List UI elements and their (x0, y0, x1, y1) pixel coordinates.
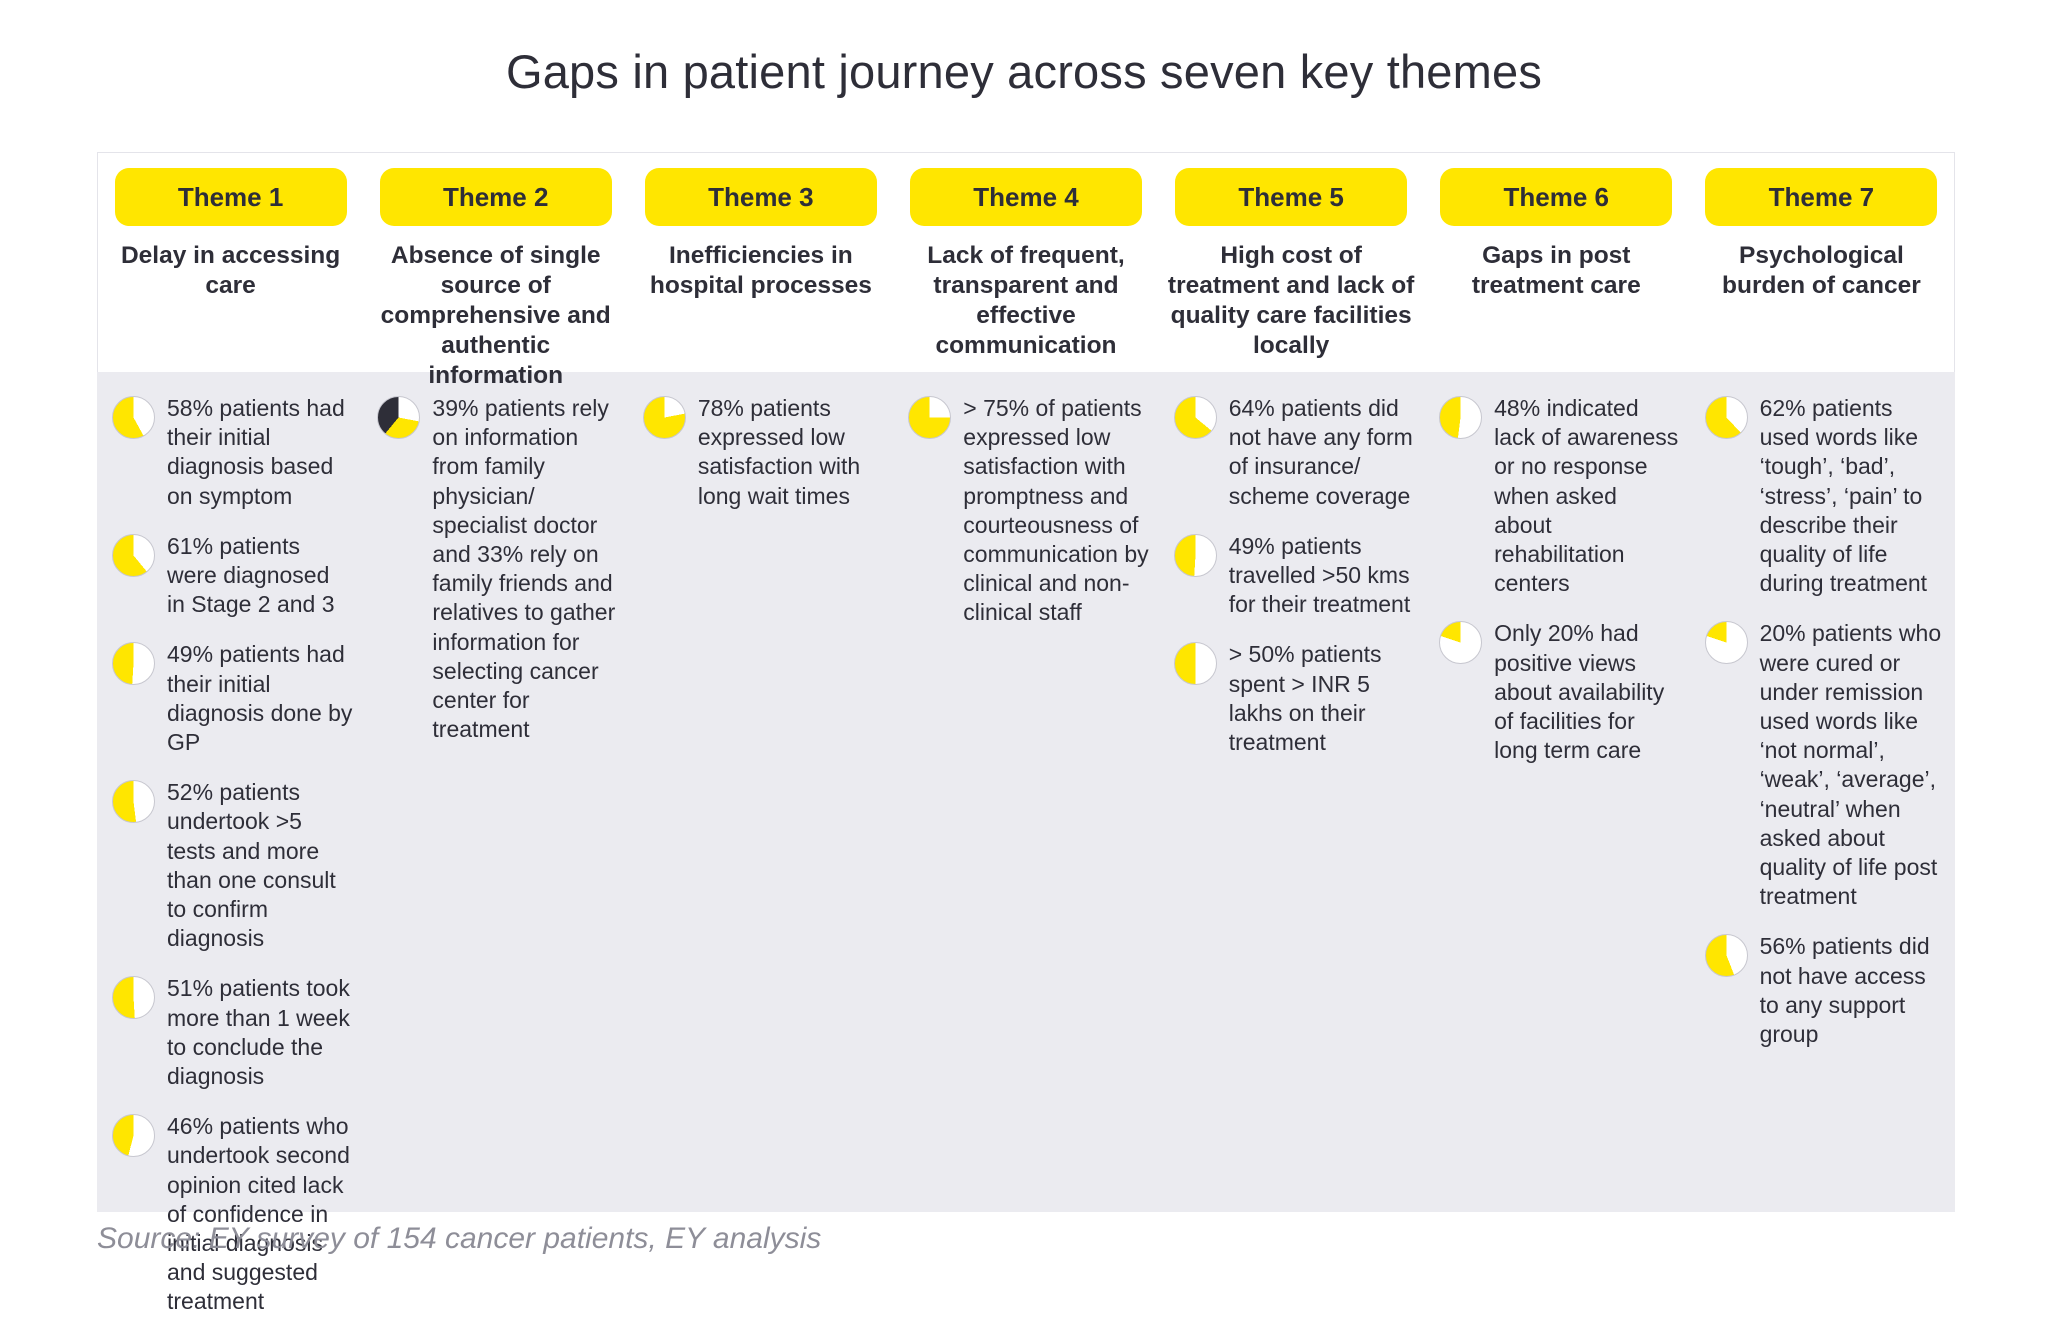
finding-item: 48% indicated lack of awareness or no re… (1439, 394, 1679, 598)
theme-7-pill: Theme 7 (1705, 168, 1938, 226)
finding-text: > 75% of patients expressed low satisfac… (963, 395, 1149, 626)
pie-chart-icon (1173, 396, 1217, 439)
themes-header-row: Theme 1 Delay in accessing care Theme 2 … (97, 152, 1955, 389)
theme-2-subtitle: Absence of single source of comprehensiv… (380, 242, 611, 389)
theme-3-header: Theme 3 Inefficiencies in hospital proce… (628, 168, 893, 390)
finding-item: 61% patients were diagnosed in Stage 2 a… (112, 532, 352, 620)
pie-chart-icon (112, 642, 155, 686)
theme-5-header: Theme 5 High cost of treatment and lack … (1159, 168, 1424, 390)
theme-5-label: Theme 5 (1238, 181, 1344, 212)
pie-chart-icon (1173, 533, 1217, 577)
theme-2-header: Theme 2 Absence of single source of comp… (363, 168, 628, 390)
theme-2-pill: Theme 2 (379, 168, 612, 226)
finding-item: 51% patients took more than 1 week to co… (112, 974, 352, 1091)
theme-2-label: Theme 2 (442, 181, 549, 212)
theme-6-subtitle: Gaps in post treatment care (1471, 242, 1641, 299)
theme-7-findings: 62% patients used words like ‘tough’, ‘b… (1690, 394, 1955, 1317)
source-note: Source: EY survey of 154 cancer patients… (97, 1222, 822, 1255)
theme-2-findings: 39% patients rely on information from fa… (362, 394, 627, 1317)
theme-4-header: Theme 4 Lack of frequent, transparent an… (893, 168, 1158, 390)
finding-item: 49% patients travelled >50 kms for their… (1173, 532, 1414, 620)
theme-5-findings: 64% patients did not have any form of in… (1159, 394, 1424, 1317)
finding-text: 62% patients used words like ‘tough’, ‘b… (1759, 395, 1928, 597)
finding-item: 20% patients who were cured or under rem… (1704, 619, 1945, 911)
theme-6-pill: Theme 6 (1440, 168, 1673, 226)
theme-4-subtitle: Lack of frequent, transparent and effect… (927, 242, 1125, 359)
finding-text: 58% patients had their initial diagnosis… (167, 395, 345, 509)
theme-1-pill: Theme 1 (114, 168, 347, 226)
theme-1-header: Theme 1 Delay in accessing care (98, 168, 363, 390)
theme-7-label: Theme 7 (1768, 181, 1875, 212)
finding-item: 52% patients undertook >5 tests and more… (112, 778, 352, 953)
theme-5-pill: Theme 5 (1175, 168, 1408, 226)
theme-3-pill: Theme 3 (644, 168, 877, 226)
theme-7-header: Theme 7 Psychological burden of cancer (1689, 168, 1954, 390)
pie-chart-icon (642, 396, 686, 439)
pie-chart-icon (112, 533, 155, 577)
theme-4-findings: > 75% of patients expressed low satisfac… (893, 394, 1158, 1317)
pie-chart-icon (1704, 396, 1748, 439)
pie-chart-icon (908, 396, 952, 439)
theme-6-findings: 48% indicated lack of awareness or no re… (1424, 394, 1689, 1317)
finding-text: 56% patients did not have access to any … (1759, 933, 1930, 1048)
finding-text: 49% patients travelled >50 kms for their… (1228, 532, 1411, 618)
finding-item: 58% patients had their initial diagnosis… (112, 394, 352, 511)
theme-3-subtitle: Inefficiencies in hospital processes (649, 242, 872, 299)
finding-text: 52% patients undertook >5 tests and more… (167, 779, 336, 952)
pie-chart-icon (1173, 642, 1217, 686)
theme-6-header: Theme 6 Gaps in post treatment care (1424, 168, 1689, 390)
finding-item: Only 20% had positive views about availa… (1439, 619, 1679, 765)
theme-1-findings: 58% patients had their initial diagnosis… (97, 394, 362, 1317)
pie-chart-icon (1439, 621, 1483, 665)
finding-text: > 50% patients spent > INR 5 lakhs on th… (1228, 641, 1382, 756)
pie-chart-icon (377, 396, 421, 439)
theme-3-label: Theme 3 (708, 181, 814, 212)
pie-chart-icon (1439, 396, 1483, 439)
finding-text: 39% patients rely on information from fa… (432, 395, 616, 743)
pie-chart-icon (1704, 934, 1748, 978)
theme-7-subtitle: Psychological burden of cancer (1722, 242, 1921, 299)
theme-4-label: Theme 4 (973, 181, 1079, 212)
theme-6-label: Theme 6 (1503, 181, 1610, 212)
finding-text: 78% patients expressed low satisfaction … (697, 395, 861, 509)
finding-text: 20% patients who were cured or under rem… (1759, 620, 1942, 910)
finding-text: 51% patients took more than 1 week to co… (167, 975, 350, 1090)
finding-text: 61% patients were diagnosed in Stage 2 a… (167, 532, 335, 618)
finding-item: 64% patients did not have any form of in… (1173, 394, 1414, 511)
themes-findings-row: 58% patients had their initial diagnosis… (97, 372, 1955, 1314)
finding-text: 64% patients did not have any form of in… (1228, 395, 1413, 509)
finding-item: 46% patients who undertook second opinio… (112, 1112, 352, 1316)
finding-text: Only 20% had positive views about availa… (1494, 620, 1665, 764)
page-title: Gaps in patient journey across seven key… (505, 45, 1543, 98)
theme-5-subtitle: High cost of treatment and lack of quali… (1167, 242, 1415, 359)
pie-chart-icon (112, 976, 155, 1020)
finding-text: 49% patients had their initial diagnosis… (167, 641, 353, 756)
finding-text: 48% indicated lack of awareness or no re… (1494, 395, 1679, 597)
pie-chart-icon (112, 780, 155, 824)
finding-item: > 50% patients spent > INR 5 lakhs on th… (1173, 640, 1414, 757)
finding-item: 39% patients rely on information from fa… (377, 394, 617, 744)
theme-4-pill: Theme 4 (909, 168, 1142, 226)
finding-text: 46% patients who undertook second opinio… (167, 1113, 350, 1315)
pie-chart-icon (1704, 621, 1748, 665)
pie-chart-icon (112, 1114, 155, 1158)
theme-1-label: Theme 1 (177, 181, 284, 212)
theme-3-findings: 78% patients expressed low satisfaction … (628, 394, 893, 1317)
finding-item: > 75% of patients expressed low satisfac… (908, 394, 1149, 628)
finding-item: 78% patients expressed low satisfaction … (642, 394, 883, 511)
finding-item: 49% patients had their initial diagnosis… (112, 640, 352, 757)
finding-item: 62% patients used words like ‘tough’, ‘b… (1704, 394, 1945, 598)
finding-item: 56% patients did not have access to any … (1704, 932, 1945, 1049)
theme-1-subtitle: Delay in accessing care (120, 242, 341, 299)
pie-chart-icon (112, 396, 155, 439)
themes-board: Theme 1 Delay in accessing care Theme 2 … (97, 152, 1955, 1314)
